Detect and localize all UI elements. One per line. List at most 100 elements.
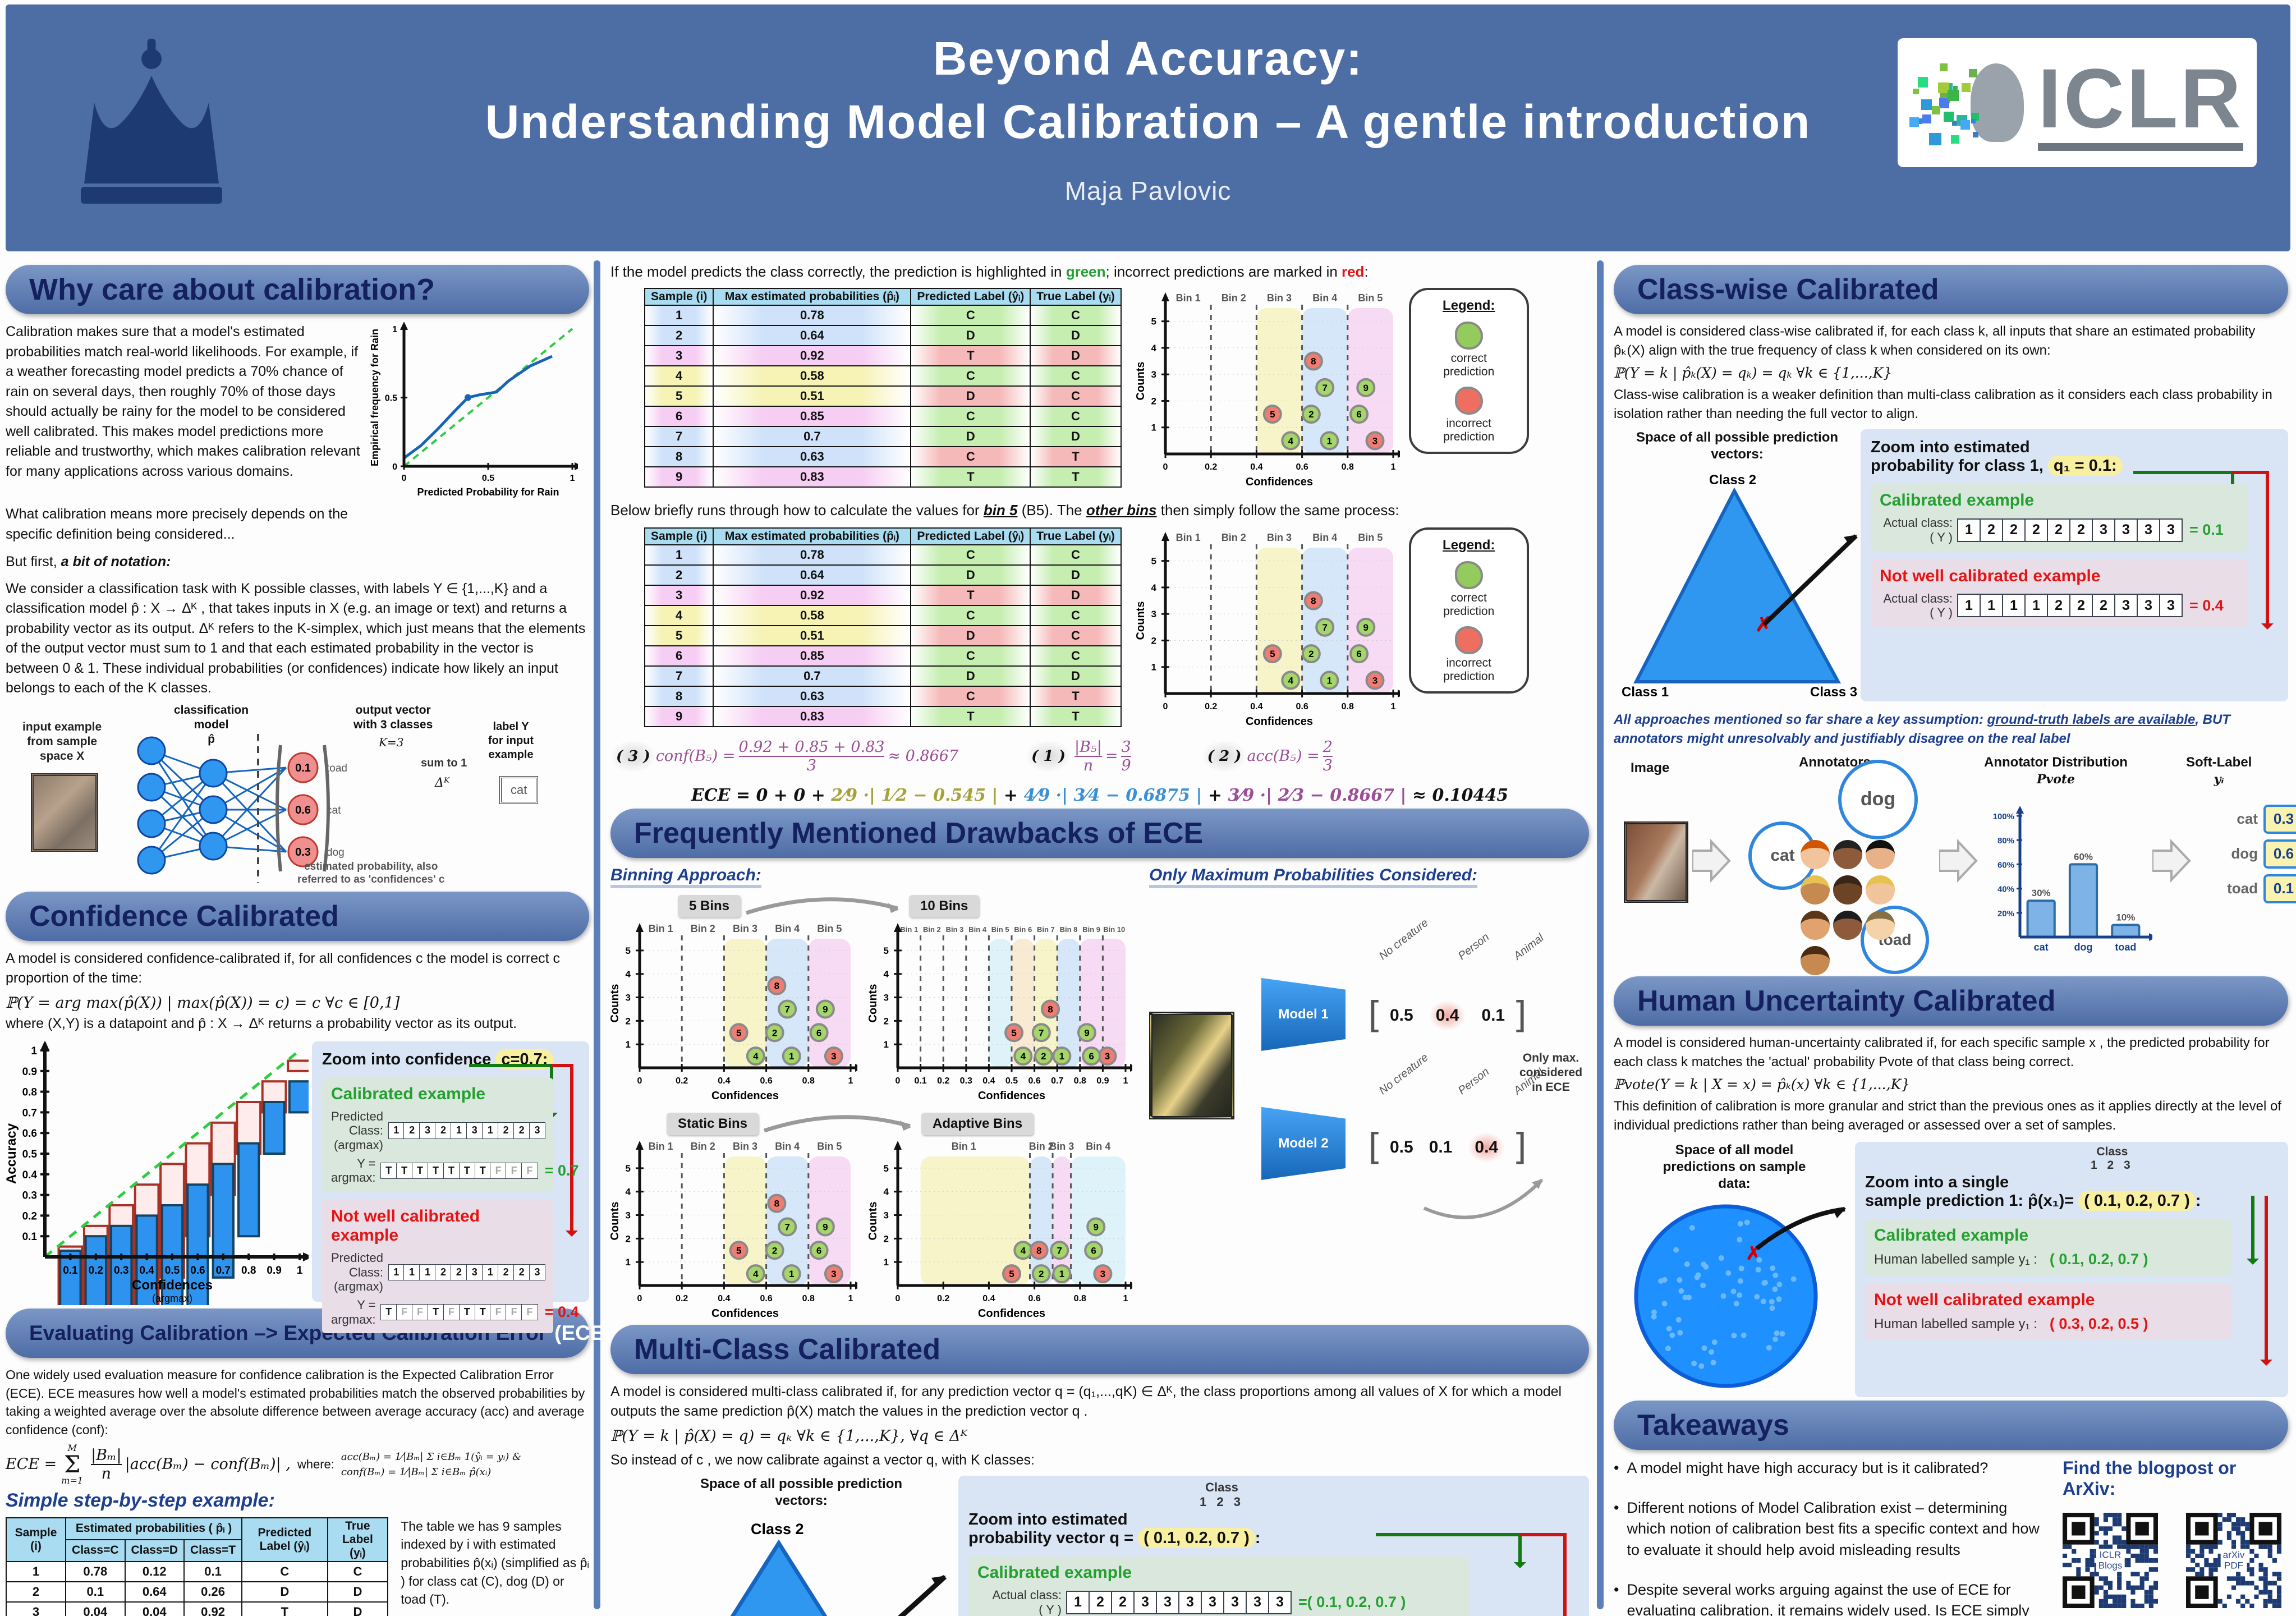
svg-text:7: 7 (1322, 622, 1327, 633)
b5-fraction-formula: |B₅| n = 39 (1071, 738, 1135, 774)
svg-text:Counts: Counts (1136, 361, 1147, 400)
svg-text:6: 6 (1091, 1245, 1096, 1256)
svg-text:1: 1 (392, 325, 397, 334)
annot-col-image: Image (1631, 760, 1669, 777)
hu-notwell-panel: Not well calibrated example Human labell… (1865, 1284, 2231, 1339)
svg-text:0.9: 0.9 (1096, 1076, 1109, 1086)
notwell-result: = 0.4 (545, 1303, 579, 1321)
soft-label-list: cat 0.3 dog 0.6 toad 0.1 (2192, 799, 2296, 909)
actual-class-cells: 1222223333 (1958, 518, 2183, 542)
multiclass-formula: ℙ(Y = k | p̂(X) = q) = qₖ ∀k ∈ {1,...,K}… (610, 1427, 1589, 1445)
svg-text:Predicted Probability for Rain: Predicted Probability for Rain (417, 486, 559, 498)
hu-calibrated-panel: Calibrated example Human labelled sample… (1865, 1219, 2231, 1275)
svg-text:8: 8 (1036, 1245, 1041, 1256)
svg-text:Class 2: Class 2 (1709, 472, 1756, 488)
colored-prediction-table-2: Sample (i) Max estimated probabilities (p… (644, 527, 1122, 727)
svg-text:2: 2 (1308, 649, 1314, 659)
green-line (469, 1064, 553, 1067)
argmax-tf-cells: TFFTFTTFFF (381, 1304, 538, 1320)
takeaways-links: Find the blogpost or ArXiv: ICLR Blogs a… (2040, 1458, 2288, 1616)
section-title-why: Why care about calibration? (6, 265, 589, 314)
svg-text:Bin 8: Bin 8 (1060, 925, 1078, 934)
annotator-faces (1799, 838, 1922, 980)
svg-text:Bin 1: Bin 1 (1175, 532, 1200, 543)
calibrated-example-panel: Calibrated example Predicted Class: (arg… (322, 1078, 553, 1191)
mc-calibrated-panel: Calibrated example Actual class: ( Y ) 1… (968, 1557, 1469, 1616)
svg-text:2: 2 (1151, 396, 1156, 406)
svg-text:0.1: 0.1 (295, 762, 311, 774)
svg-text:4: 4 (1288, 435, 1293, 446)
svg-text:0.6: 0.6 (1296, 462, 1308, 472)
annotator-diagram: Image Annotators Annotator Distribution P… (1614, 749, 2288, 973)
svg-text:0.6: 0.6 (760, 1076, 772, 1086)
svg-text:5: 5 (1151, 556, 1156, 566)
section-title-multiclass: Multi-Class Calibrated (610, 1325, 1589, 1374)
ece-formula-abs: |acc(Bₘ) − conf(Bₘ)| , (125, 1456, 291, 1473)
mid-row-2: Sample (i) Max estimated probabilities (p… (610, 527, 1589, 729)
takeaway-2: Different notions of Model Calibration e… (1614, 1498, 2040, 1560)
svg-text:0.2: 0.2 (937, 1294, 949, 1303)
svg-text:7: 7 (1057, 1245, 1062, 1256)
ece-conf-formula: conf(Bₘ) = 1⁄|Bₘ| Σ i∈Bₘ p̂(xᵢ) (341, 1464, 521, 1480)
svg-text:1: 1 (31, 1045, 37, 1057)
svg-text:0.7: 0.7 (22, 1107, 37, 1119)
annotated-image (1624, 821, 1688, 903)
svg-text:0.6: 0.6 (1296, 702, 1308, 711)
svg-text:5: 5 (1270, 409, 1275, 420)
red-arrow (1563, 1533, 1567, 1616)
calibrated-example-title: Calibrated example (331, 1085, 544, 1104)
svg-text:✗: ✗ (1755, 613, 1772, 636)
column-divider (1597, 260, 1604, 1609)
svg-text:1: 1 (789, 1051, 794, 1062)
drawbacks-row: Binning Approach: 5 Bins 10 Bins 1 2 3 4 5 Bi… (610, 866, 1589, 1321)
why-paragraph-3b: a bit of notation: (61, 554, 171, 570)
svg-text:7: 7 (1322, 383, 1327, 393)
svg-text:4: 4 (753, 1051, 759, 1062)
svg-text:Bin 1: Bin 1 (649, 923, 673, 934)
svg-text:0.2: 0.2 (1205, 462, 1217, 472)
ece-probabilities-table: Sample (i) Estimated probabilities ( p̂ᵢ … (6, 1517, 388, 1616)
svg-text:1: 1 (1151, 662, 1156, 673)
svg-text:3: 3 (1100, 1269, 1105, 1279)
nn-input-image (31, 773, 98, 852)
ten-bins-plot: 1 2 3 4 5 Bin 1 Bin 2 Bin 3 Bin 4 Bin 5 Bin 6 Bin 7… (869, 919, 1132, 1104)
svg-text:2: 2 (772, 1027, 777, 1038)
svg-text:0.7: 0.7 (216, 1265, 231, 1277)
multiclass-zoom-title: Zoom into estimated probability vector q … (968, 1511, 1579, 1548)
svg-text:6: 6 (816, 1027, 821, 1038)
section-title-confidence: Confidence Calibrated (6, 892, 589, 941)
svg-text:2: 2 (884, 1233, 889, 1244)
svg-text:2: 2 (884, 1016, 889, 1026)
svg-text:5: 5 (736, 1245, 741, 1256)
section-title-takeaways: Takeaways (1614, 1401, 2288, 1450)
svg-text:3: 3 (1151, 369, 1156, 380)
svg-text:5: 5 (1011, 1027, 1016, 1038)
actual-class-cells: 1111222333 (1958, 594, 2183, 617)
notwell-example-title: Not well calibrated example (331, 1207, 544, 1245)
svg-text:0.8: 0.8 (802, 1076, 815, 1086)
svg-text:0.1: 0.1 (914, 1076, 926, 1086)
svg-text:1: 1 (1390, 702, 1395, 711)
svg-text:6: 6 (1356, 649, 1361, 659)
svg-text:0.4: 0.4 (718, 1294, 730, 1303)
svg-text:Bin 3: Bin 3 (1267, 532, 1292, 543)
calibrated-result: = 0.7 (545, 1162, 579, 1179)
svg-text:1: 1 (789, 1269, 794, 1279)
multiclass-paragraph-1: A model is considered multi-class calibr… (610, 1382, 1589, 1422)
nn-output-label: output vector with 3 classes (353, 703, 433, 733)
column-right: Class-wise Calibrated A model is conside… (1604, 258, 2296, 1616)
ece-example-title: Simple step-by-step example: (6, 1490, 589, 1512)
multiclass-row: Space of all possible prediction vectors… (610, 1476, 1589, 1616)
svg-text:Class 1: Class 1 (1622, 685, 1669, 699)
svg-text:Bin 1: Bin 1 (1175, 292, 1200, 304)
svg-text:5: 5 (884, 1163, 889, 1174)
svg-text:Counts: Counts (869, 984, 879, 1022)
svg-text:0.2: 0.2 (22, 1210, 37, 1222)
class-axis: Class 1 2 3 (1200, 1480, 1244, 1509)
static-bins-plot: 1 2 3 4 5 Bin 1 Bin 2 Bin 3 Bin 4 Bin 5 0 0.2 0.4 0.6… (610, 1136, 857, 1321)
ece-bin3-term: 2⁄9 ·| 1⁄2 − 0.545 | (831, 786, 998, 805)
confidence-formula: ℙ(Y = arg max(p̂(X)) | max(p̂(X)) = c) =… (6, 994, 589, 1012)
cw-calibrated-panel: Calibrated example Actual class: ( Y ) 1… (1871, 484, 2248, 551)
svg-text:Bin 2: Bin 2 (923, 925, 941, 934)
bins-histogram-colored-1: 1 2 3 4 5 Bin 1 Bin 2 Bin 3 Bin 4 Bin 5 0 0.2 0.4 0.6… (1136, 288, 1400, 490)
